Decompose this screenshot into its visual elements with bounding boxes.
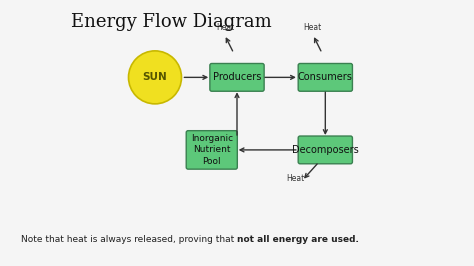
Text: Energy Flow Diagram: Energy Flow Diagram [71,13,272,31]
Text: Heat: Heat [287,174,305,183]
Text: Heat: Heat [216,23,234,32]
Text: Note that heat is always released, proving that: Note that heat is always released, provi… [21,235,237,244]
FancyBboxPatch shape [210,64,264,91]
Text: Decomposers: Decomposers [292,145,359,155]
Text: SUN: SUN [143,72,167,82]
Text: Inorganic
Nutrient
Pool: Inorganic Nutrient Pool [191,134,233,165]
Text: Producers: Producers [213,72,261,82]
FancyBboxPatch shape [298,64,353,91]
FancyBboxPatch shape [186,131,237,169]
Ellipse shape [128,51,182,104]
Text: not all energy are used.: not all energy are used. [237,235,359,244]
Text: Heat: Heat [303,23,322,32]
Text: Consumers: Consumers [298,72,353,82]
FancyBboxPatch shape [298,136,353,164]
